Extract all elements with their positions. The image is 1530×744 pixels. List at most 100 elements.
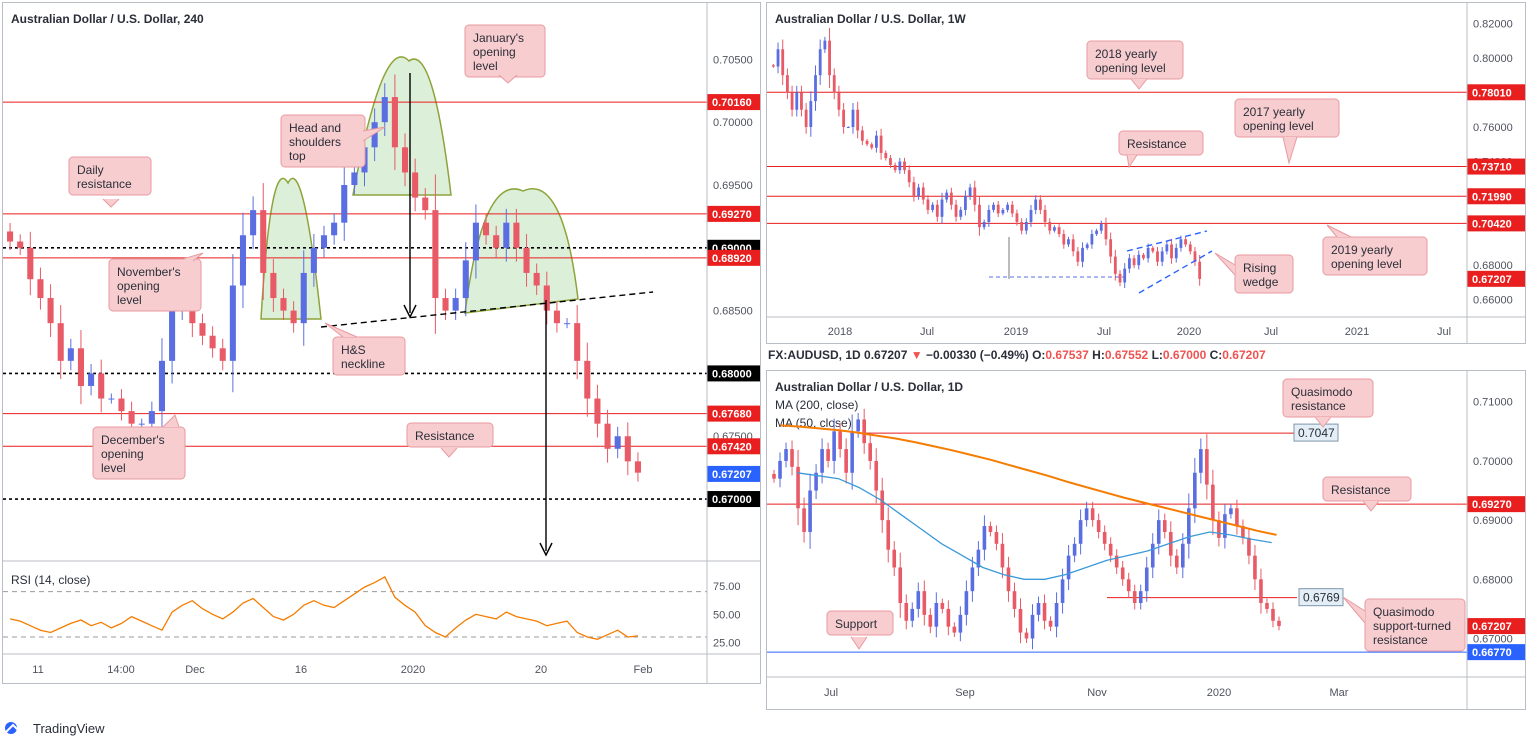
d1-candle[interactable] xyxy=(1277,620,1281,627)
h4-candle[interactable] xyxy=(320,235,328,248)
w1-candle[interactable] xyxy=(856,109,860,131)
w1-candle[interactable] xyxy=(1010,204,1014,214)
d1-candle[interactable] xyxy=(1084,508,1089,521)
d1-candle[interactable] xyxy=(796,466,800,509)
d1-candle[interactable] xyxy=(958,614,963,633)
d1-candle[interactable] xyxy=(1006,567,1011,592)
h4-candle[interactable] xyxy=(341,184,348,223)
d1-candle[interactable] xyxy=(1253,555,1257,580)
h4-candle[interactable] xyxy=(118,398,125,412)
h4-candle[interactable] xyxy=(351,172,358,185)
d1-candle[interactable] xyxy=(1187,508,1191,544)
d1-candle[interactable] xyxy=(784,449,788,461)
h4-candle[interactable] xyxy=(138,423,145,425)
chart-panel-weekly[interactable]: Australian Dollar / U.S. Dollar, 1W 0.82… xyxy=(766,2,1526,344)
d1-candle[interactable] xyxy=(1199,449,1203,473)
h4-candle[interactable] xyxy=(270,272,277,299)
w1-candle[interactable] xyxy=(949,192,953,205)
w1-candle[interactable] xyxy=(954,204,958,217)
d1-candle[interactable] xyxy=(1114,555,1119,568)
w1-candle[interactable] xyxy=(1029,209,1033,222)
d1-candle[interactable] xyxy=(1138,591,1143,603)
w1-candle[interactable] xyxy=(1109,239,1113,257)
w1-candle[interactable] xyxy=(1170,244,1173,259)
w1-candle[interactable] xyxy=(1099,223,1103,231)
w1-candle[interactable] xyxy=(870,144,874,148)
d1-candle[interactable] xyxy=(1132,591,1137,603)
d1-candle[interactable] xyxy=(1205,449,1209,485)
w1-candle[interactable] xyxy=(781,49,785,76)
w1-candle[interactable] xyxy=(889,158,892,165)
h4-candle[interactable] xyxy=(401,147,409,173)
w1-candle[interactable] xyxy=(1024,222,1028,231)
d1-candle[interactable] xyxy=(1024,632,1029,639)
w1-candle[interactable] xyxy=(832,75,836,93)
d1-candle[interactable] xyxy=(790,449,794,467)
d1-candle[interactable] xyxy=(880,490,885,521)
w1-candle[interactable] xyxy=(940,199,944,217)
d1-candle[interactable] xyxy=(922,591,927,615)
h4-candle[interactable] xyxy=(584,360,591,399)
d1-candle[interactable] xyxy=(772,473,776,479)
w1-candle[interactable] xyxy=(1151,247,1155,252)
tradingview-logo[interactable]: TradingView xyxy=(4,718,105,738)
w1-candle[interactable] xyxy=(1142,254,1145,259)
h4-candle[interactable] xyxy=(412,172,419,198)
d1-candle[interactable] xyxy=(994,531,999,544)
w1-candle[interactable] xyxy=(921,187,925,200)
d1-candle[interactable] xyxy=(1265,603,1269,609)
w1-candle[interactable] xyxy=(992,204,995,210)
d1-candle[interactable] xyxy=(808,490,812,532)
w1-candle[interactable] xyxy=(898,161,902,171)
d1-candle[interactable] xyxy=(1102,531,1107,544)
h4-candle[interactable] xyxy=(37,279,44,299)
w1-candle[interactable] xyxy=(851,109,855,127)
w1-candle[interactable] xyxy=(1085,244,1089,248)
h4-candle[interactable] xyxy=(493,235,500,248)
d1-candle[interactable] xyxy=(1090,508,1095,521)
chart-240-svg[interactable]: Australian Dollar / U.S. Dollar, 240 0.7… xyxy=(3,3,760,683)
w1-candle[interactable] xyxy=(987,209,991,222)
w1-candle[interactable] xyxy=(875,135,878,148)
h4-candle[interactable] xyxy=(462,260,469,299)
d1-candle[interactable] xyxy=(940,603,945,609)
d1-candle[interactable] xyxy=(1217,520,1221,538)
d1-candle[interactable] xyxy=(1030,614,1035,639)
w1-candle[interactable] xyxy=(1043,209,1047,222)
ma50-line[interactable] xyxy=(797,472,1272,580)
w1-candle[interactable] xyxy=(790,92,794,110)
d1-candle[interactable] xyxy=(850,431,854,473)
h4-candle[interactable] xyxy=(209,335,216,349)
w1-candle[interactable] xyxy=(1067,239,1070,245)
d1-candle[interactable] xyxy=(1271,608,1275,621)
d1-candle[interactable] xyxy=(1241,526,1245,538)
d1-candle[interactable] xyxy=(916,591,921,609)
h4-candle[interactable] xyxy=(594,398,601,424)
w1-candle[interactable] xyxy=(931,204,935,210)
h4-candle[interactable] xyxy=(533,272,540,286)
rsi-line[interactable] xyxy=(9,575,638,640)
d1-candle[interactable] xyxy=(1150,543,1155,568)
d1-candle[interactable] xyxy=(1144,567,1149,592)
d1-candle[interactable] xyxy=(1066,555,1071,580)
w1-candle[interactable] xyxy=(912,182,916,197)
d1-candle[interactable] xyxy=(1036,603,1041,615)
h4-candle[interactable] xyxy=(472,222,479,261)
d1-candle[interactable] xyxy=(778,460,782,479)
w1-candle[interactable] xyxy=(785,75,789,93)
h4-candle[interactable] xyxy=(290,310,297,324)
w1-candle[interactable] xyxy=(1095,230,1098,235)
h4-candle[interactable] xyxy=(98,373,105,399)
d1-candle[interactable] xyxy=(904,603,909,621)
w1-candle[interactable] xyxy=(1001,209,1005,214)
w1-candle[interactable] xyxy=(1146,247,1150,259)
h4-candle[interactable] xyxy=(432,210,439,299)
w1-candle[interactable] xyxy=(884,152,888,159)
d1-candle[interactable] xyxy=(892,549,897,568)
d1-candle[interactable] xyxy=(1042,603,1047,621)
d1-candle[interactable] xyxy=(862,419,866,444)
h4-candle[interactable] xyxy=(503,222,510,248)
h4-candle[interactable] xyxy=(543,285,550,311)
chart-daily-svg[interactable]: Australian Dollar / U.S. Dollar, 1D MA (… xyxy=(767,371,1525,709)
w1-candle[interactable] xyxy=(964,196,967,210)
